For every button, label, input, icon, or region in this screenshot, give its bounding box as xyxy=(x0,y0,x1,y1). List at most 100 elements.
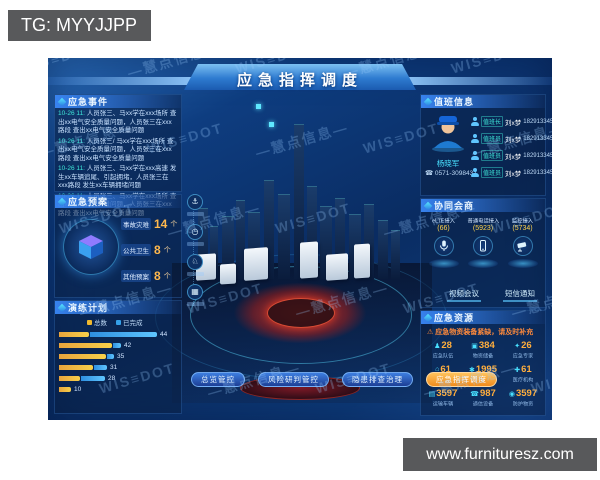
map-marker-icon xyxy=(269,122,274,127)
rail-item-building[interactable]: ▦ xyxy=(186,284,204,306)
duty-phone: 18291334567 xyxy=(523,135,552,142)
duty-row: 值班员刘x梦18291334567☎ xyxy=(471,130,552,147)
user-icon: ♟ xyxy=(434,342,441,350)
city-building xyxy=(236,200,245,279)
tg-watermark-label: TG: MYYJJPP xyxy=(8,10,151,41)
event-item[interactable]: 10-26 11: 人员张三/ 马xx学在xxx场所 查出xx电气安全质量问题，… xyxy=(58,137,174,162)
expert-icon: ✦ xyxy=(514,342,521,350)
site-url-label: www.furnituresz.com xyxy=(403,438,597,471)
duty-role-badge: 值班员 xyxy=(481,167,504,178)
collab-channel[interactable]: 普通电话接入 (5923) xyxy=(464,216,503,268)
mic-icon xyxy=(433,236,454,256)
plan-stat-value: 8 xyxy=(154,243,161,257)
drill-bar: 31 xyxy=(55,362,181,373)
resource-tile: ▣ 384 物资储备 xyxy=(463,340,503,360)
panel-title-resources: 应急资源 xyxy=(421,311,545,324)
person-icon xyxy=(471,151,479,160)
model-building xyxy=(220,263,236,285)
home-icon: ⌂ xyxy=(435,366,440,373)
city-building xyxy=(278,194,290,279)
collab-button-1[interactable]: 视频会议 xyxy=(447,288,481,302)
model-building xyxy=(354,243,370,279)
phone-icon xyxy=(473,236,493,256)
bar-value: 31 xyxy=(110,364,118,371)
city-building xyxy=(294,124,304,279)
resource-value: 61 xyxy=(521,364,532,375)
bar-track xyxy=(59,354,114,359)
panel-drill-plan: 演练计划 总数 已完成 44 42 35 31 28 10 xyxy=(54,300,182,414)
legend-dot xyxy=(116,319,121,325)
resource-tile-top: ◉ 3597 xyxy=(503,388,543,399)
legend-item: 已完成 xyxy=(116,317,143,327)
resource-label: 运输车辆 xyxy=(432,402,454,408)
collab-channel[interactable]: 监控接入 (5734) xyxy=(503,216,542,268)
drill-legend: 总数 已完成 xyxy=(87,317,181,327)
rail-item-anchor[interactable]: ⚓ xyxy=(186,194,204,216)
bar-done-segment xyxy=(113,343,121,348)
collab-channel[interactable]: eLTE接入 (66) xyxy=(424,216,463,268)
city-building xyxy=(210,226,218,279)
resource-value: 28 xyxy=(441,340,452,351)
bar-total-segment xyxy=(59,354,106,359)
legend-label: 总数 xyxy=(94,320,107,327)
duty-row: 值班员刘x梦18291334567☎ xyxy=(471,164,552,181)
rail-item-clock[interactable]: ◷ xyxy=(186,224,204,246)
map-button-4[interactable]: 应急指挥调度 xyxy=(426,372,497,387)
building-icon: ▦ xyxy=(187,284,203,300)
banner-wing-right xyxy=(402,77,552,85)
truck-icon: ▤ xyxy=(428,390,436,398)
channel-label: eLTE接入 xyxy=(432,219,455,225)
bar-track xyxy=(59,376,105,381)
resource-tile: ☎ 987 通信设备 xyxy=(463,388,503,408)
phone-icon: ☎ xyxy=(425,170,435,177)
resource-value: 1995 xyxy=(475,364,497,375)
anchor-icon: ⚓ xyxy=(187,194,203,210)
channel-platform xyxy=(468,259,498,268)
city-map-scene xyxy=(48,58,552,420)
event-time: 10-26 11: xyxy=(58,165,85,172)
model-building xyxy=(300,241,318,279)
duty-role-badge: 值班长 xyxy=(481,116,504,127)
event-item[interactable]: 10-26 11: 人员张三、马xx学在xxx场所 查出xx电气安全质量问题，人… xyxy=(58,110,177,134)
drill-bar-chart: 44 42 35 31 28 10 xyxy=(55,329,181,395)
phone-icon: ☎ xyxy=(470,390,479,398)
plan-stat: 公共卫生 8 个 xyxy=(121,237,181,263)
panel-emergency-resources: 应急资源 ⚠ 应急物资装备紧缺，请及时补充 ♟ 28 应急队伍 ▣ 384 物资储备 ✦ 26… xyxy=(420,310,546,416)
officer-avatar xyxy=(432,116,464,152)
duty-name: 刘x梦 xyxy=(505,153,522,161)
legend-dot xyxy=(87,319,92,325)
plan-stat-unit: 个 xyxy=(163,247,171,254)
dashboard: 应急指挥调度 应急事件 10-26 11: 人员张三、马xx学在xxx场所 查出… xyxy=(48,58,552,420)
clock-icon: ◷ xyxy=(187,224,203,240)
bar-done-segment xyxy=(107,354,114,359)
map-button-3[interactable]: 隐患排查治理 xyxy=(342,372,413,387)
event-item[interactable]: 10-26 11: 人员张三、马xx学在xxx高速 发生xx车辆追尾、引起拥堵，… xyxy=(58,165,177,189)
person-icon xyxy=(471,117,479,126)
event-time: 10-26 11: xyxy=(58,110,85,117)
city-building xyxy=(364,204,374,279)
plan-stat-label: 事故灾难 xyxy=(121,218,151,230)
warning-icon: ⚠ xyxy=(427,329,434,336)
officer-name: 杨晓军 xyxy=(436,159,460,168)
resource-value: 987 xyxy=(479,388,496,399)
panel-title-events: 应急事件 xyxy=(55,95,181,108)
resource-label: 应急队伍 xyxy=(432,354,454,360)
map-button-1[interactable]: 总览管控 xyxy=(191,372,245,387)
panel-title-collab: 协同会商 xyxy=(421,199,545,212)
alert-zone-core xyxy=(267,298,335,328)
plan-cube-widget xyxy=(63,219,119,275)
resource-tile-top: ♟ 28 xyxy=(423,340,463,351)
city-building xyxy=(391,230,400,279)
bar-total-segment xyxy=(59,332,89,337)
collab-button-2[interactable]: 短信通知 xyxy=(503,288,537,302)
resource-value: 61 xyxy=(440,364,451,375)
channel-count: (5734) xyxy=(512,225,533,232)
map-button-2[interactable]: 风险研判管控 xyxy=(258,372,329,387)
legend-label: 已完成 xyxy=(123,320,143,327)
resource-tile: ♟ 28 应急队伍 xyxy=(423,340,463,360)
resource-value: 3597 xyxy=(515,388,538,399)
channel-count: (66) xyxy=(437,225,450,232)
rail-item-horse[interactable]: ♘ xyxy=(186,254,204,276)
panel-collaboration: 协同会商 eLTE接入 (66) 普通电话接入 (5923) 监控接入 (5734) 视频… xyxy=(420,198,546,308)
